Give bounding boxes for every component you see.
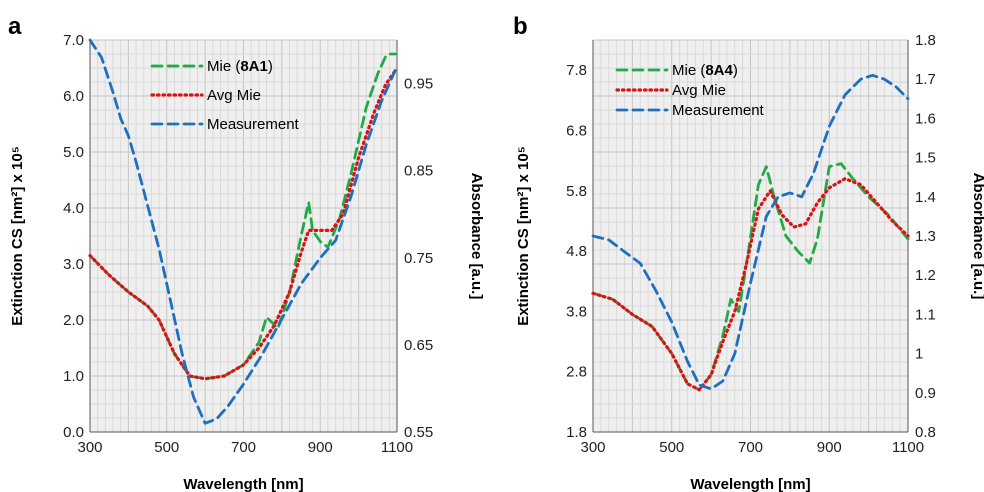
x-tick-label: 500 [659,439,684,456]
legend-label: Avg Mie [207,87,261,104]
y-tick-label: 7.8 [566,62,587,79]
grid-lines [89,39,398,433]
legend-entry: Measurement [207,116,300,133]
x-tick-label: 700 [231,439,256,456]
x-tick-label: 1100 [892,439,924,456]
x-tick-label: 700 [738,439,763,456]
y-tick-label: 3.8 [566,303,587,320]
series-line-avg-mie [88,69,397,381]
y2-tick-label: 1.2 [915,267,936,284]
legend: Mie (8A1) Avg Mie Measurement [150,58,300,133]
panel-label: b [513,13,528,40]
x-tick-label: 900 [817,439,842,456]
series-line-mie-8a1 [88,52,397,381]
x-tick-label: 900 [308,439,333,456]
legend-entry: Measurement [672,102,765,119]
legend-label-bold: 8A4 [705,62,733,79]
legend-label: Avg Mie [672,82,726,99]
y-tick-label: 5.0 [63,144,84,161]
legend-label-bold: 8A1 [240,58,268,75]
y2-tick-label: 1 [915,346,923,363]
y-tick-label: 2.8 [566,364,587,381]
x-axis-title: Wavelength [nm] [183,476,303,492]
x-tick-label: 1100 [381,439,413,456]
y2-axis-title: Absorbance [a.u.] [970,173,984,300]
y2-tick-label: 0.95 [404,76,433,93]
y2-tick-label: 1.4 [915,189,936,206]
y2-tick-label: 0.65 [404,337,433,354]
y2-tick-label: 1.7 [915,71,936,88]
legend-label-suffix: ) [268,58,273,75]
legend-label-suffix: ) [733,62,738,79]
y-tick-label: 3.0 [63,256,84,273]
x-tick-label: 500 [154,439,179,456]
y-tick-label: 4.0 [63,200,84,217]
y2-tick-label: 1.5 [915,150,936,167]
y2-tick-label: 0.9 [915,385,936,402]
y-tick-label: 7.0 [63,32,84,49]
y2-tick-label: 0.85 [404,163,433,180]
series-line-avg-mie [591,177,910,392]
y2-axis-title: Absorbance [a.u.] [468,173,485,300]
series-line-measurement [591,73,910,391]
y-axis-title: Extinction CS [nm²] x 10⁵ [515,146,532,326]
panel-label: a [8,13,22,40]
y2-tick-label: 1.3 [915,228,936,245]
legend-label: Mie ( [207,58,240,75]
x-tick-label: 300 [580,439,605,456]
legend-label: Measurement [207,116,300,133]
y-tick-label: 2.0 [63,312,84,329]
series-line-measurement [88,38,397,425]
y-tick-label: 4.8 [566,243,587,260]
legend-label: Measurement [672,102,765,119]
y-tick-label: 0.0 [63,424,84,441]
y-tick-label: 6.0 [63,88,84,105]
legend-entry: Mie (8A1) [207,58,273,75]
chart-panel-b: 300 500 700 900 1100 1.8 2.8 3.8 4.8 5.8 6.8 7.8 0.8… [513,13,984,492]
y2-tick-label: 0.55 [404,424,433,441]
chart-panel-a: 300 500 700 900 1100 0.0 1.0 2.0 3.0 4.0 5.0 6.0 7.0… [8,13,485,492]
legend: Mie (8A4) Avg Mie Measurement [615,62,765,119]
y2-tick-label: 1.1 [915,306,936,323]
y-tick-label: 1.0 [63,368,84,385]
x-axis-title: Wavelength [nm] [690,476,810,492]
x-tick-label: 300 [77,439,102,456]
y2-tick-label: 1.8 [915,32,936,49]
y-axis-title: Extinction CS [nm²] x 10⁵ [9,146,26,326]
y2-tick-label: 1.6 [915,110,936,127]
legend-entry: Avg Mie [672,82,726,99]
y-tick-label: 5.8 [566,183,587,200]
grid-lines [592,39,909,433]
legend-entry: Avg Mie [207,87,261,104]
legend-entry: Mie (8A4) [672,62,738,79]
y-tick-label: 6.8 [566,122,587,139]
legend-label: Mie ( [672,62,705,79]
y-tick-label: 1.8 [566,424,587,441]
y2-tick-label: 0.8 [915,424,936,441]
y2-tick-label: 0.75 [404,250,433,267]
